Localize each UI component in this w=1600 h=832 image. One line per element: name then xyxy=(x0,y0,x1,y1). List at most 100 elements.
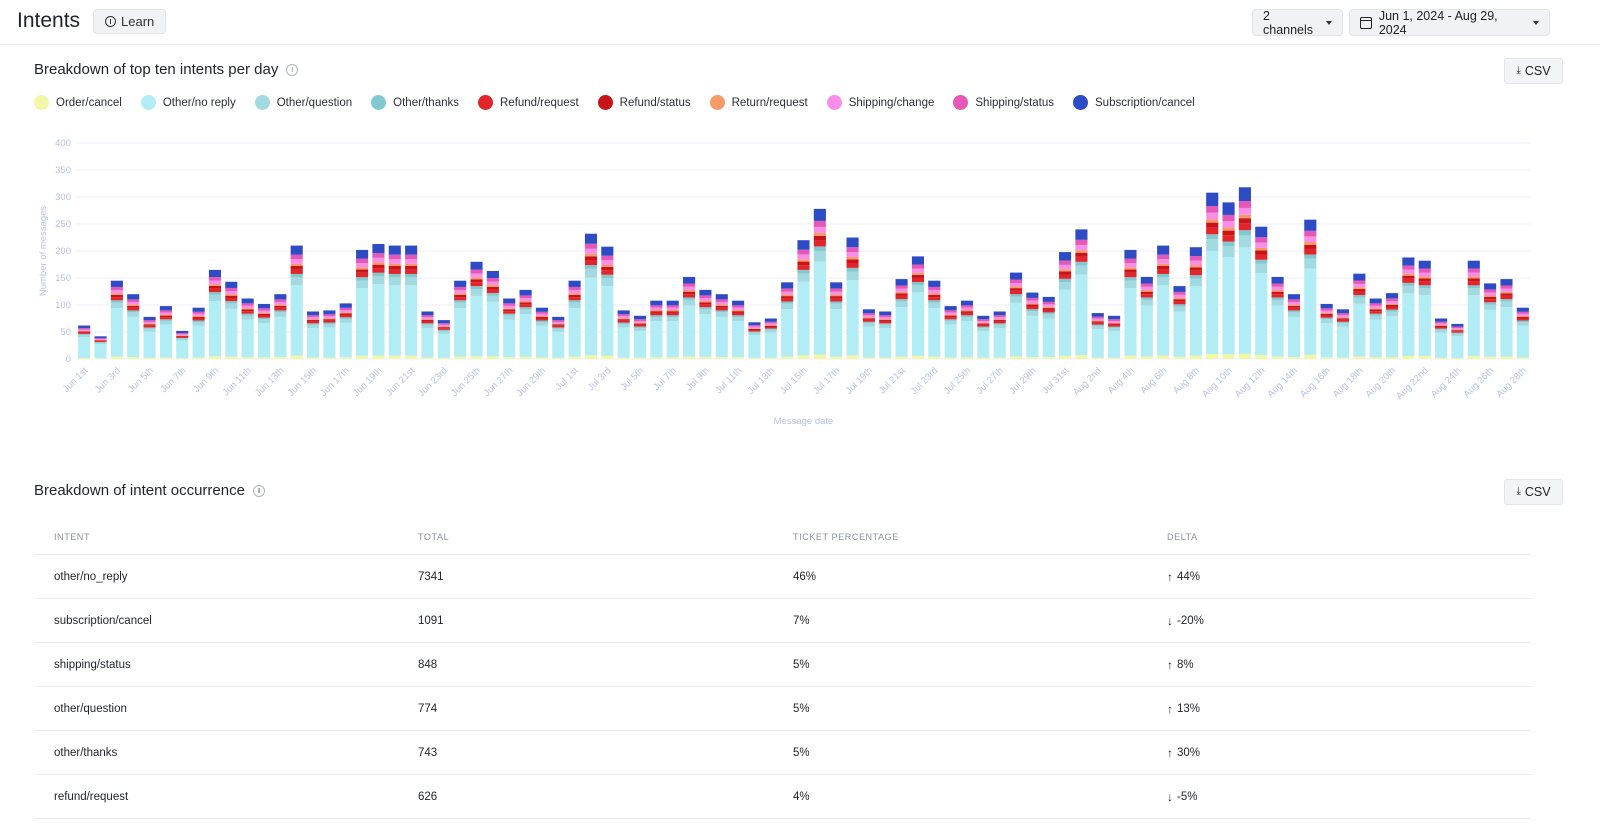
table-row[interactable]: shipping/status 848 5% ↑ 8% xyxy=(34,643,1531,687)
bar-segment xyxy=(94,358,107,359)
bar-segment xyxy=(797,265,810,270)
column-header-intent[interactable]: INTENT xyxy=(54,531,91,542)
legend-swatch xyxy=(826,95,842,110)
column-header-percentage[interactable]: TICKET PERCENTAGE xyxy=(793,531,899,542)
bar-segment xyxy=(1304,268,1317,355)
table-row[interactable]: other/no_reply 7341 46% ↑ 44% xyxy=(34,555,1531,599)
bar-segment xyxy=(764,323,777,325)
bar-segment xyxy=(159,314,172,316)
bar-segment xyxy=(911,285,924,293)
legend-item[interactable]: Refund/status xyxy=(597,95,691,110)
bar-segment xyxy=(1075,265,1088,275)
bar-segment xyxy=(1353,291,1366,296)
legend-item[interactable]: Shipping/change xyxy=(826,95,934,110)
bar-segment xyxy=(1271,283,1284,287)
bar-segment xyxy=(192,316,205,319)
bar-segment xyxy=(405,266,418,270)
bar-segment xyxy=(421,319,434,321)
legend-item[interactable]: Return/request xyxy=(709,95,808,110)
arrow-up-icon: ↑ xyxy=(1167,569,1173,584)
legend-item[interactable]: Other/thanks xyxy=(371,95,459,110)
bar-segment xyxy=(666,305,679,308)
bar-segment xyxy=(257,319,271,324)
bar-segment xyxy=(1042,306,1055,309)
bar-segment xyxy=(1500,307,1513,357)
legend-item[interactable]: Subscription/cancel xyxy=(1073,95,1195,110)
bar-segment xyxy=(208,277,222,281)
bar-segment xyxy=(1435,324,1448,326)
bar-segment xyxy=(732,300,745,306)
bar-segment xyxy=(503,298,516,304)
bar-segment xyxy=(1451,331,1464,333)
legend-item[interactable]: Other/no reply xyxy=(140,95,236,110)
bar-segment xyxy=(1140,290,1153,292)
bar-segment xyxy=(159,319,172,321)
info-icon[interactable] xyxy=(286,63,299,76)
table-row[interactable]: other/thanks 743 5% ↑ 30% xyxy=(34,731,1531,775)
bar-segment xyxy=(1009,279,1023,283)
channels-dropdown[interactable]: 2 channels xyxy=(1252,9,1343,37)
bar-segment xyxy=(1271,305,1284,357)
bar-segment xyxy=(1238,201,1251,208)
bar-segment xyxy=(1206,227,1219,235)
table-row[interactable]: subscription/cancel 1091 7% ↓ -20% xyxy=(34,599,1531,643)
bar-segment xyxy=(503,305,516,309)
bar-segment xyxy=(1467,288,1480,296)
bar-segment xyxy=(78,337,91,358)
table-row[interactable]: refund/request 626 4% ↓ -5% xyxy=(34,775,1531,819)
info-icon[interactable] xyxy=(252,484,265,497)
bar-segment xyxy=(1385,304,1399,307)
column-header-delta[interactable]: DELTA xyxy=(1167,531,1198,542)
bar-segment xyxy=(830,301,843,304)
bar-segment xyxy=(1173,304,1186,307)
chart-csv-button[interactable]: ⤓ CSV xyxy=(1504,58,1563,84)
legend-label: Return/request xyxy=(731,96,808,109)
bar-segment xyxy=(862,313,875,316)
bar-segment xyxy=(993,357,1006,359)
table-csv-button[interactable]: ⤓ CSV xyxy=(1504,479,1563,505)
column-header-total[interactable]: TOTAL xyxy=(418,531,450,542)
legend-item[interactable]: Order/cancel xyxy=(34,95,122,110)
bar-segment xyxy=(764,357,777,359)
bar-segment xyxy=(879,315,892,318)
arrow-up-icon: ↑ xyxy=(1167,701,1173,716)
bar-segment xyxy=(437,357,450,359)
bar-segment xyxy=(960,310,974,312)
bar-segment xyxy=(159,306,172,311)
bar-segment xyxy=(1435,332,1448,358)
bar-segment xyxy=(519,295,532,299)
bar-segment xyxy=(732,310,745,312)
bar-segment xyxy=(879,319,892,321)
legend-item[interactable]: Shipping/status xyxy=(953,95,1054,110)
intent-occurrence-table: INTENT TOTAL TICKET PERCENTAGE DELTA oth… xyxy=(34,519,1531,819)
bar-segment xyxy=(1467,268,1480,273)
bar-segment xyxy=(1500,293,1513,296)
bar-segment xyxy=(1336,319,1350,322)
bar-segment xyxy=(1255,355,1268,359)
bar-segment xyxy=(552,331,565,358)
bar-segment xyxy=(1238,214,1251,219)
total-cell: 1091 xyxy=(418,614,444,627)
bar-segment xyxy=(1124,288,1137,356)
bar-segment xyxy=(1124,258,1137,264)
bar-segment xyxy=(1075,274,1088,356)
date-range-picker[interactable]: Jun 1, 2024 - Aug 29, 2024 xyxy=(1349,9,1550,37)
bar-segment xyxy=(127,316,140,358)
bar-segment xyxy=(1336,317,1350,319)
bar-segment xyxy=(241,305,254,309)
bar-segment xyxy=(257,310,271,313)
legend-label: Other/thanks xyxy=(393,96,459,109)
bar-segment xyxy=(1140,283,1153,287)
learn-button[interactable]: Learn xyxy=(93,9,167,34)
legend-item[interactable]: Refund/request xyxy=(478,95,579,110)
bar-segment xyxy=(208,284,222,286)
bar-segment xyxy=(323,319,336,321)
bar-segment xyxy=(1304,258,1317,269)
bar-segment xyxy=(1287,294,1300,300)
legend-item[interactable]: Other/question xyxy=(254,95,352,110)
bar-segment xyxy=(356,272,369,278)
bar-segment xyxy=(290,263,303,267)
bar-segment xyxy=(257,303,271,309)
bar-segment xyxy=(388,273,401,278)
table-row[interactable]: other/question 774 5% ↑ 13% xyxy=(34,687,1531,731)
